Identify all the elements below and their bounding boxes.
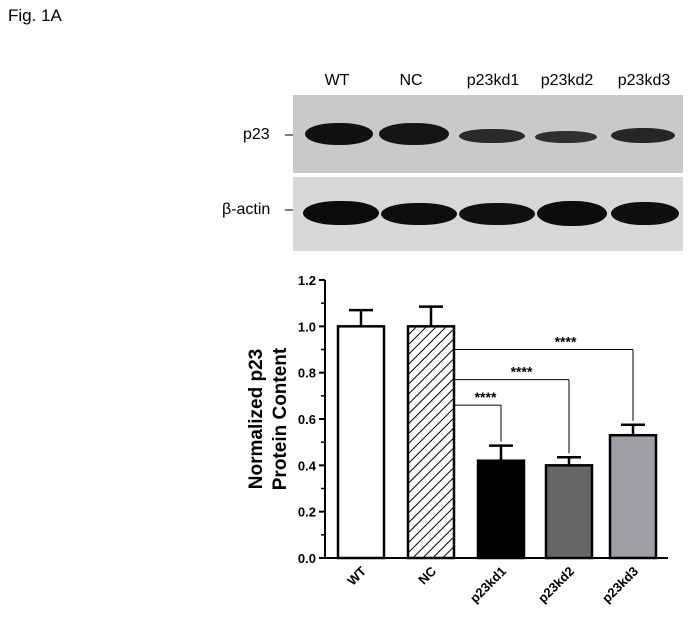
lane-label-p23kd3: p23kd3	[617, 72, 671, 89]
band-actin-nc	[381, 203, 457, 225]
blot-row-label-p23: p23	[243, 126, 270, 143]
lane-label-wt: WT	[324, 72, 350, 89]
x-tick-label: p23kd2	[535, 564, 577, 606]
lane-label-p23kd1: p23kd1	[466, 72, 520, 89]
significance-label: ****	[511, 364, 533, 380]
y-tick-label: 0.4	[298, 458, 317, 473]
y-tick-label: 0.8	[298, 366, 316, 381]
band-actin-p23kd2	[537, 201, 607, 226]
bar-nc	[406, 325, 456, 560]
lane-label-p23kd2: p23kd2	[540, 72, 594, 89]
y-tick-label: 0.0	[298, 551, 316, 566]
bar-p23kd2	[544, 464, 594, 560]
band-actin-p23kd1	[459, 203, 535, 225]
bar-p23kd1	[476, 459, 526, 560]
band-p23-p23kd3	[611, 128, 675, 143]
y-tick-label: 0.6	[298, 412, 316, 427]
x-tick-label: WT	[344, 563, 369, 588]
y-tick-label: 1.0	[298, 319, 316, 334]
band-actin-wt	[303, 201, 379, 225]
significance-label: ****	[475, 389, 497, 405]
bar-p23kd3	[608, 433, 658, 560]
blot-panel-beta-actin	[293, 177, 683, 251]
band-p23-wt	[305, 123, 373, 145]
y-tick-label: 1.2	[298, 273, 316, 288]
y-tick-label: 0.2	[298, 505, 316, 520]
band-p23-p23kd1	[459, 129, 525, 143]
y-axis-label: Normalized p23	[246, 349, 267, 489]
blot-panel-p23	[293, 95, 683, 173]
x-tick-label: NC	[415, 563, 439, 587]
blot-row-label-beta-actin: β-actin	[222, 201, 271, 218]
band-p23-nc	[379, 123, 449, 145]
figure-label: Fig. 1A	[8, 6, 62, 25]
lane-label-nc: NC	[399, 72, 423, 89]
band-actin-p23kd3	[611, 202, 679, 225]
y-axis-label: Protein Content	[270, 347, 291, 490]
band-p23-p23kd2	[535, 131, 597, 143]
significance-label: ****	[555, 334, 577, 350]
x-tick-label: p23kd3	[599, 564, 641, 606]
x-tick-label: p23kd1	[467, 564, 509, 606]
bar-wt	[336, 325, 386, 560]
